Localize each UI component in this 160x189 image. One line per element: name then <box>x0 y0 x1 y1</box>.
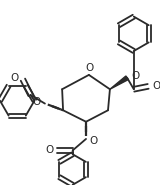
Polygon shape <box>110 76 128 89</box>
Text: O: O <box>45 145 54 155</box>
Text: O: O <box>86 63 94 73</box>
Text: O: O <box>90 136 98 146</box>
Text: O: O <box>152 81 160 91</box>
Text: O: O <box>33 97 41 107</box>
Text: O: O <box>131 71 139 81</box>
Text: O: O <box>11 73 19 83</box>
